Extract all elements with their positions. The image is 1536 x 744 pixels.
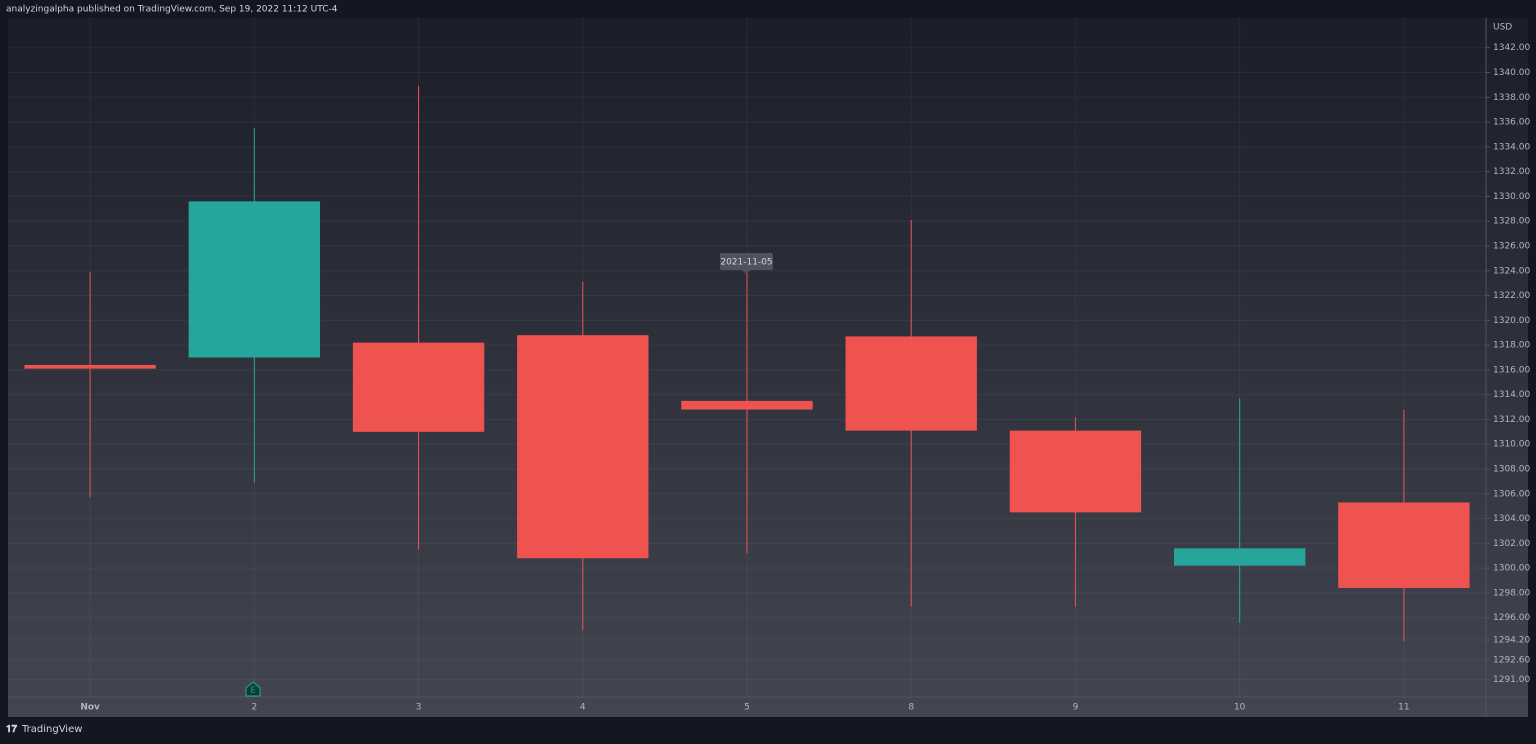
y-tick-label: 1294.20 (1493, 636, 1530, 646)
y-tick-label: 1296.00 (1493, 613, 1530, 623)
event-text[interactable]: E (250, 686, 255, 695)
y-tick-label: 1336.00 (1493, 118, 1530, 128)
candle-body (681, 400, 813, 410)
x-tick-label: 4 (580, 703, 586, 713)
y-tick-label: 1318.00 (1493, 341, 1530, 351)
y-tick-label: 1310.00 (1493, 440, 1530, 450)
y-tick-label: 1322.00 (1493, 291, 1530, 301)
x-tick-label: 2 (251, 703, 257, 713)
tooltip-text: 2021-11-05 (720, 258, 772, 268)
event-badge[interactable] (245, 681, 261, 697)
y-tick-label: 1340.00 (1493, 68, 1530, 78)
y-tick-label: 1306.00 (1493, 489, 1530, 499)
header: analyzingalpha published on TradingView.… (6, 5, 338, 15)
plot: 1342.00 1340.00 1338.00 1336.00 1334.00 1332.… (8, 18, 1530, 713)
y-tick-label: 1342.00 (1493, 43, 1530, 53)
tooltip: 2021-11-05 (720, 253, 773, 274)
x-tick-label: 3 (416, 703, 422, 713)
candle-body (1009, 430, 1142, 513)
x-tick-label: 9 (1073, 703, 1079, 713)
x-tick-label: 8 (908, 703, 914, 713)
y-tick-label: 1324.00 (1493, 266, 1530, 276)
y-tick-label: 1291.00 (1493, 675, 1530, 685)
y-tick-label: 1312.00 (1493, 415, 1530, 425)
candle-body (352, 342, 485, 432)
y-tick-label: 1304.00 (1493, 514, 1530, 524)
tooltip-box (720, 253, 773, 270)
y-tick-label: 1292.60 (1493, 655, 1530, 665)
y-tick-label: 1300.00 (1493, 564, 1530, 574)
y-tick-label: 1308.00 (1493, 465, 1530, 475)
footer: TradingView (21, 724, 82, 735)
x-tick-label: Nov (80, 703, 100, 713)
event-marker[interactable]: E (245, 681, 261, 697)
y-tick-label: 1326.00 (1493, 241, 1530, 251)
y-tick-label: 1332.00 (1493, 167, 1530, 177)
candle-body (1338, 502, 1470, 588)
x-tick-label: 5 (744, 703, 750, 713)
y-tick-label: 1334.00 (1493, 142, 1530, 152)
candle-body (24, 364, 156, 369)
y-tick-label: 1330.00 (1493, 192, 1530, 202)
y-tick-label: 1338.00 (1493, 93, 1530, 103)
logo-mark: 𝟏𝟕 (6, 724, 18, 735)
candle-body (845, 336, 977, 431)
y-axis-label: USD (1493, 23, 1512, 33)
y-tick-label: 1328.00 (1493, 217, 1530, 227)
tooltip-arrow (742, 270, 750, 274)
logo: 𝟏𝟕 (6, 724, 18, 735)
y-tick-label: 1298.00 (1493, 588, 1530, 598)
y-tick-label: 1316.00 (1493, 365, 1530, 375)
x-tick-label: 11 (1398, 703, 1409, 713)
chart-area (8, 18, 1528, 717)
y-tick-label: 1320.00 (1493, 316, 1530, 326)
candle-body (517, 335, 649, 559)
candle-body (188, 201, 321, 358)
x-tick-label: 10 (1234, 703, 1246, 713)
candle-body (1173, 548, 1306, 566)
y-tick-label: 1314.00 (1493, 390, 1530, 400)
y-tick-label: 1302.00 (1493, 539, 1530, 549)
